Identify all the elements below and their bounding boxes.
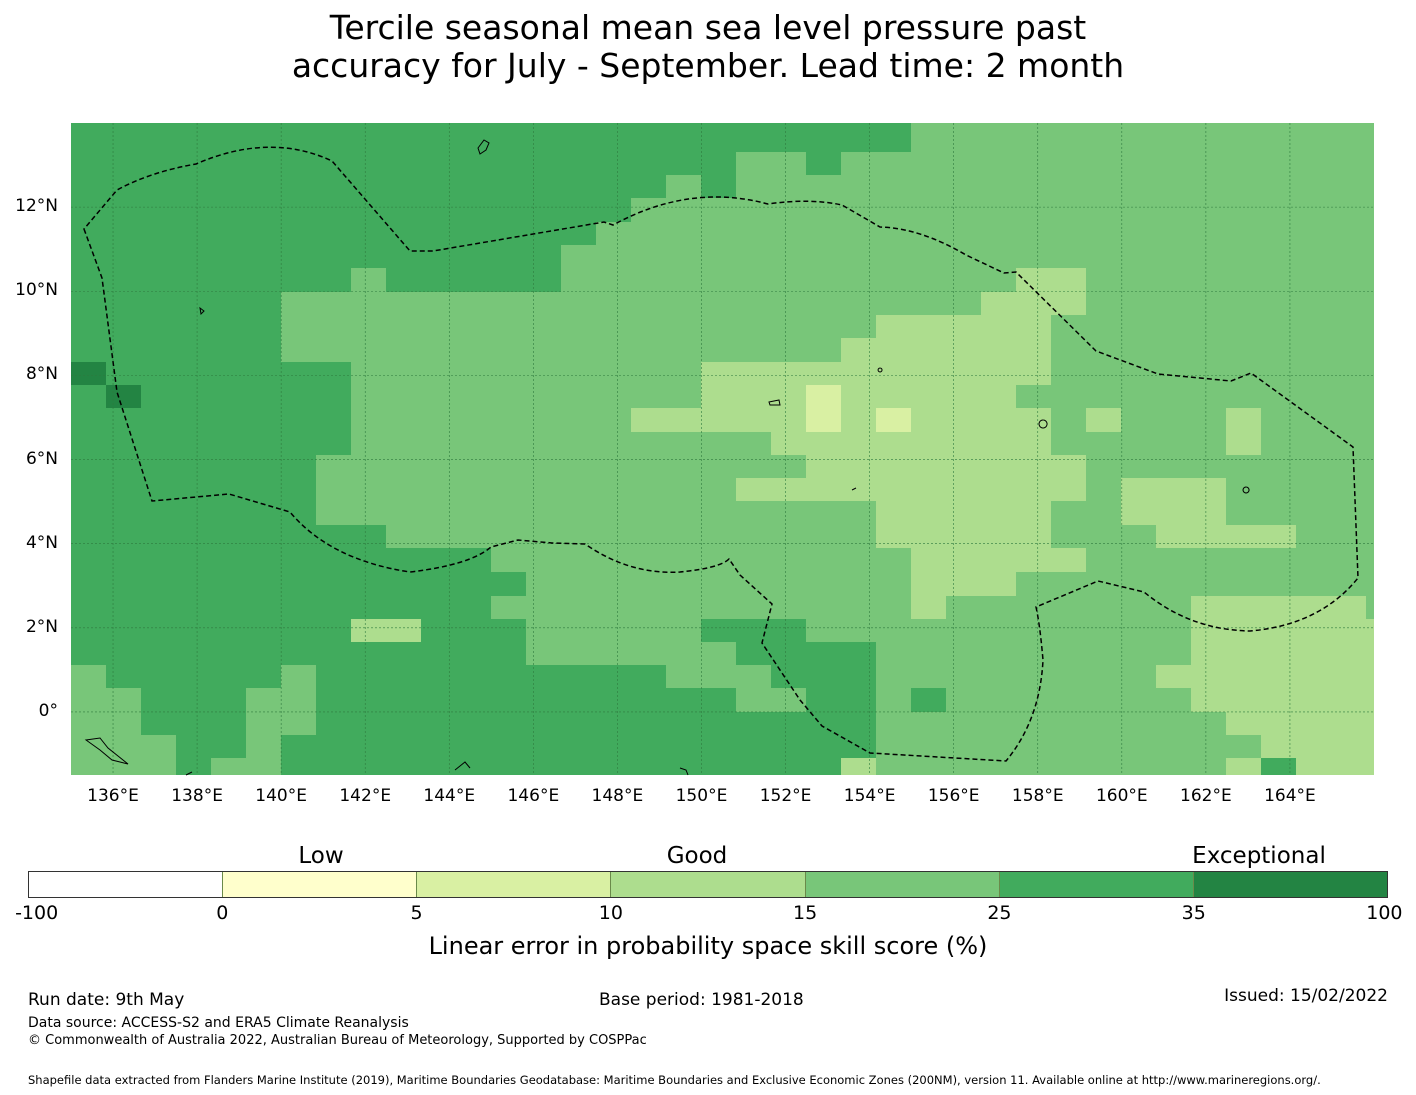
colorbar-segment — [29, 872, 223, 897]
colorbar-tick-label: -100 — [15, 902, 59, 924]
lon-tick-label: 150°E — [675, 786, 728, 806]
colorbar-segment — [416, 872, 611, 897]
lat-tick-label: 10°N — [15, 280, 58, 301]
issued-date: Issued: 15/02/2022 — [1224, 986, 1388, 1006]
colorbar-tick-label: 15 — [793, 902, 818, 924]
colorbar-label: Linear error in probability space skill … — [428, 932, 988, 960]
lat-tick-label: 6°N — [25, 448, 58, 469]
lon-tick-label: 136°E — [87, 786, 139, 806]
base-period: Base period: 1981-2018 — [599, 990, 804, 1010]
lon-tick-label: 164°E — [1264, 786, 1316, 806]
colorbar — [28, 871, 1388, 898]
gridlines — [71, 123, 1374, 775]
colorbar-segment — [804, 872, 999, 897]
lon-tick-label: 160°E — [1095, 786, 1148, 806]
colorbar-tick-label: 35 — [1181, 902, 1206, 924]
colorbar-tick-label: 5 — [410, 902, 423, 924]
lat-tick-label: 12°N — [15, 196, 58, 217]
lon-tick-label: 144°E — [423, 786, 476, 806]
lon-tick-label: 152°E — [759, 786, 812, 806]
category-good: Good — [666, 843, 728, 869]
lon-tick-label: 156°E — [927, 786, 980, 806]
lat-tick-label: 8°N — [25, 364, 58, 385]
data-source: Data source: ACCESS-S2 and ERA5 Climate … — [28, 1015, 409, 1031]
colorbar-segment — [998, 872, 1193, 897]
title-line-1: Tercile seasonal mean sea level pressure… — [329, 8, 1087, 47]
lon-tick-label: 148°E — [591, 786, 644, 806]
lon-tick-label: 154°E — [843, 786, 896, 806]
colorbar-tick-label: 25 — [987, 902, 1012, 924]
lat-tick-label: 4°N — [25, 532, 58, 553]
lon-tick-label: 162°E — [1180, 786, 1232, 806]
lon-tick-label: 142°E — [339, 786, 392, 806]
colorbar-tick-label: 100 — [1366, 902, 1403, 924]
title-line-2: accuracy for July - September. Lead time… — [291, 46, 1125, 85]
eez-boundaries — [83, 146, 1359, 762]
lat-tick-label: 0° — [38, 700, 58, 721]
lon-tick-label: 140°E — [255, 786, 308, 806]
category-exceptional: Exceptional — [1192, 843, 1326, 869]
colorbar-segment — [610, 872, 805, 897]
lon-tick-label: 158°E — [1011, 786, 1064, 806]
colorbar-tick-label: 10 — [598, 902, 623, 924]
colorbar-segment — [1192, 872, 1387, 897]
shapefile-credit: Shapefile data extracted from Flanders M… — [28, 1073, 1321, 1087]
category-low: Low — [298, 843, 344, 869]
lat-tick-label: 2°N — [25, 616, 58, 637]
lon-tick-label: 138°E — [171, 786, 223, 806]
coastlines — [84, 139, 1250, 776]
copyright: © Commonwealth of Australia 2022, Austra… — [28, 1033, 647, 1048]
colorbar-segment — [222, 872, 417, 897]
run-date: Run date: 9th May — [28, 990, 185, 1010]
lon-tick-label: 146°E — [507, 786, 560, 806]
colorbar-tick-label: 0 — [216, 902, 229, 924]
